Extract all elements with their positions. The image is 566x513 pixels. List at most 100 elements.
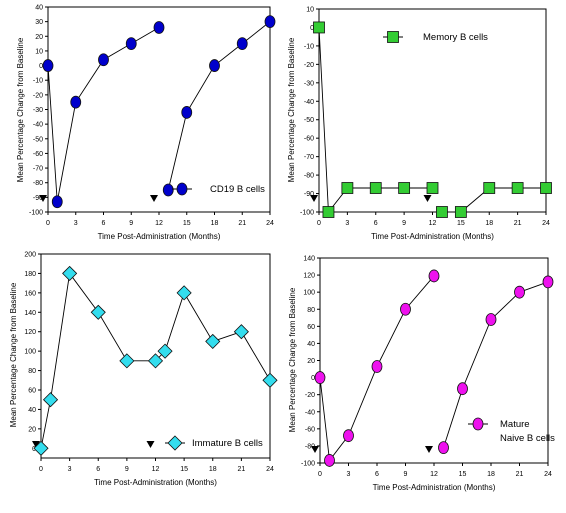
x-tick-label: 0 [39, 466, 43, 473]
data-point [371, 360, 383, 373]
y-tick-label: -60 [305, 426, 315, 433]
x-tick-label: 12 [429, 220, 437, 227]
dose-marker [310, 195, 318, 202]
dose-marker [423, 195, 432, 202]
data-point [426, 182, 439, 194]
y-tick-label: -20 [33, 92, 43, 99]
data-point [70, 95, 82, 109]
data-point [485, 313, 497, 326]
y-tick-label: -30 [33, 107, 43, 114]
y-axis-title: Mean Percentage Change from Baseline [288, 287, 297, 432]
legend: Mature Naive B cells [468, 417, 555, 444]
y-tick-label: 160 [24, 290, 36, 297]
x-tick-label: 18 [211, 220, 219, 227]
dose-marker [150, 195, 158, 202]
y-axis-title: Mean Percentage Change from Baseline [287, 37, 296, 182]
x-tick-label: 15 [459, 471, 467, 478]
legend: Immature B cells [165, 435, 263, 451]
x-tick-label: 3 [74, 220, 78, 227]
x-tick-label: 6 [96, 466, 100, 473]
y-tick-label: 40 [307, 341, 315, 348]
data-point [90, 304, 106, 320]
x-tick-label: 24 [266, 220, 274, 227]
x-tick-label: 0 [318, 471, 322, 478]
data-point [205, 333, 221, 349]
dose-marker [32, 441, 40, 448]
x-axis-title: Time Post-Administration (Months) [371, 232, 494, 241]
y-tick-label: -100 [29, 210, 43, 217]
data-point [511, 182, 524, 194]
x-axis-title: Time Post-Administration (Months) [98, 232, 221, 241]
y-tick-label: -80 [305, 443, 315, 450]
data-point [324, 454, 335, 467]
y-tick-label: 20 [28, 426, 36, 433]
data-point [457, 382, 468, 396]
data-point [162, 183, 174, 197]
data-point [176, 285, 192, 301]
y-tick-label: 0 [310, 25, 314, 32]
x-tick-label: 12 [430, 471, 438, 478]
y-tick-label: 140 [303, 256, 315, 263]
y-tick-label: 140 [24, 310, 36, 317]
legend: Memory B cells [383, 31, 488, 43]
series-line [443, 281, 549, 448]
legend-marker [167, 435, 183, 451]
legend-marker [176, 182, 188, 196]
data-point [33, 440, 49, 456]
y-tick-label: 10 [35, 48, 43, 55]
data-point [314, 371, 326, 384]
y-tick-label: 40 [28, 407, 36, 414]
y-tick-label: -90 [33, 195, 43, 202]
x-tick-label: 0 [317, 220, 321, 227]
y-tick-label: 40 [35, 5, 43, 12]
y-tick-label: -90 [304, 191, 314, 198]
x-tick-label: 3 [347, 471, 351, 478]
data-point [51, 195, 63, 209]
series-line [319, 275, 435, 462]
y-tick-label: -80 [33, 180, 43, 187]
data-point [209, 59, 220, 72]
data-point [264, 15, 276, 29]
data-point [341, 182, 354, 194]
x-tick-label: 12 [155, 220, 163, 227]
y-tick-label: 60 [307, 324, 315, 331]
y-tick-label: -60 [304, 136, 314, 143]
y-tick-label: 0 [32, 446, 36, 453]
plot-frame [47, 6, 271, 213]
chart-panel-3: 0 20 40 60 80 100 120 140 160 180 200 0 3 6 9 12 15 18 21 2… [9, 252, 278, 487]
legend-marker [387, 31, 399, 43]
x-tick-label: 9 [125, 466, 129, 473]
legend: CD19 B cells [172, 182, 265, 196]
x-axis-title: Time Post-Administration (Months) [373, 483, 496, 492]
x-axis-title: Time Post-Administration (Months) [94, 478, 217, 487]
data-point [125, 37, 137, 51]
x-tick-label: 15 [457, 220, 465, 227]
data-point [428, 269, 440, 283]
y-tick-label: -20 [304, 62, 314, 69]
y-tick-label: 60 [28, 388, 36, 395]
dose-marker [311, 446, 319, 453]
x-tick-label: 18 [485, 220, 493, 227]
y-tick-label: 120 [24, 329, 36, 336]
y-tick-label: -100 [300, 210, 314, 217]
y-tick-label: 200 [24, 252, 36, 259]
x-tick-label: 18 [487, 471, 495, 478]
data-point [98, 53, 109, 67]
x-tick-label: 0 [46, 220, 50, 227]
x-tick-label: 9 [404, 471, 408, 478]
x-tick-label: 24 [544, 471, 552, 478]
legend-label: Naive B cells [500, 433, 555, 444]
data-point [483, 182, 496, 194]
y-tick-label: -40 [305, 409, 315, 416]
y-tick-label: 120 [303, 273, 315, 280]
x-tick-label: 21 [514, 220, 522, 227]
data-point [313, 21, 325, 34]
x-tick-label: 3 [345, 220, 349, 227]
legend-label: Memory B cells [423, 32, 488, 43]
x-tick-label: 6 [102, 220, 106, 227]
y-tick-label: -50 [33, 136, 43, 143]
x-tick-label: 24 [266, 466, 274, 473]
y-tick-label: 80 [307, 307, 315, 314]
